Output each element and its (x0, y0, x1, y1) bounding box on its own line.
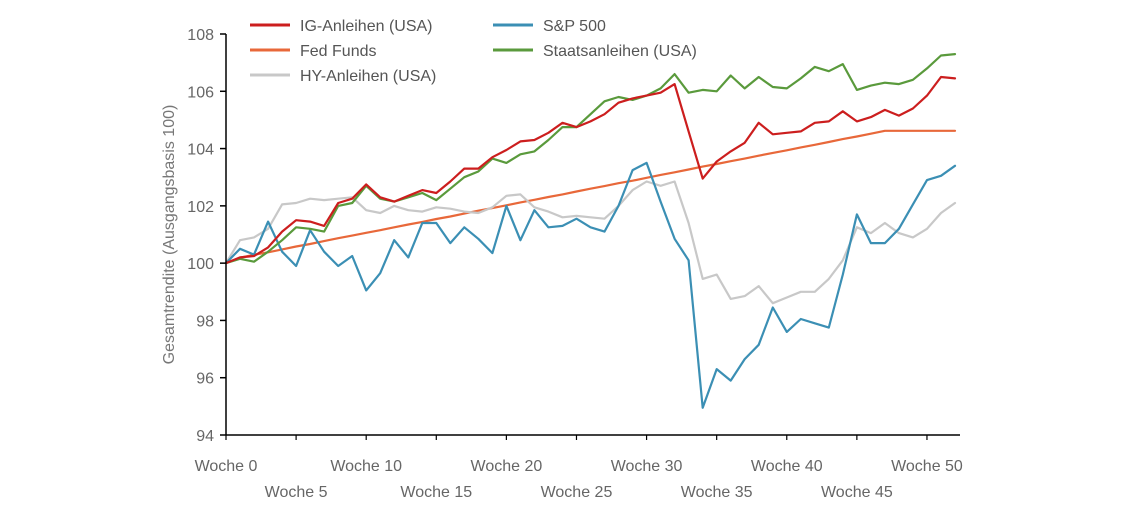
y-tick-label: 98 (196, 313, 214, 330)
legend-item-staatsanleihen-usa: Staatsanleihen (USA) (493, 43, 697, 60)
legend-label: HY-Anleihen (USA) (300, 68, 436, 85)
x-tick-label: Woche 50 (891, 458, 963, 475)
y-tick-label: 96 (196, 371, 214, 388)
x-tick-label: Woche 45 (821, 484, 893, 501)
series-line-s-p-500 (224, 161, 957, 409)
y-tick-label: 108 (187, 27, 214, 44)
y-tick-label: 106 (187, 84, 214, 101)
legend-item-fed-funds: Fed Funds (250, 43, 376, 60)
legend-item-hy-anleihen-usa: HY-Anleihen (USA) (250, 68, 436, 85)
series-line-staatsanleihen-usa (224, 52, 957, 265)
x-tick-label: Woche 10 (330, 458, 402, 475)
y-tick-label: 100 (187, 256, 214, 273)
y-axis-ticks: 94 96 98 100 102 104 106 108 (187, 27, 226, 445)
series-line-ig-anleihen-usa (224, 75, 957, 265)
legend-label: S&P 500 (543, 18, 606, 35)
legend-label: Staatsanleihen (USA) (543, 43, 697, 60)
y-tick-label: 94 (196, 428, 214, 445)
x-tick-label: Woche 30 (611, 458, 683, 475)
legend-label: IG-Anleihen (USA) (300, 18, 433, 35)
legend-item-ig-anleihen-usa: IG-Anleihen (USA) (250, 18, 433, 35)
series-lines (224, 52, 957, 409)
x-tick-label: Woche 15 (400, 484, 472, 501)
axes (225, 34, 960, 436)
y-axis-label: Gesamtrendite (Ausgangsbasis 100) (161, 105, 178, 365)
legend-item-s-p-500: S&P 500 (493, 18, 606, 35)
legend-label: Fed Funds (300, 43, 376, 60)
y-tick-label: 102 (187, 199, 214, 216)
series-line-hy-anleihen-usa (224, 180, 957, 305)
y-tick-label: 104 (187, 142, 214, 159)
x-tick-label: Woche 25 (541, 484, 613, 501)
x-tick-label: Woche 0 (195, 458, 258, 475)
series-line-fed-funds (224, 129, 957, 265)
x-tick-label: Woche 5 (265, 484, 328, 501)
x-tick-label: Woche 35 (681, 484, 753, 501)
x-tick-label: Woche 40 (751, 458, 823, 475)
x-tick-label: Woche 20 (471, 458, 543, 475)
legend: IG-Anleihen (USA) S&P 500 Fed Funds Staatsa… (250, 18, 697, 85)
